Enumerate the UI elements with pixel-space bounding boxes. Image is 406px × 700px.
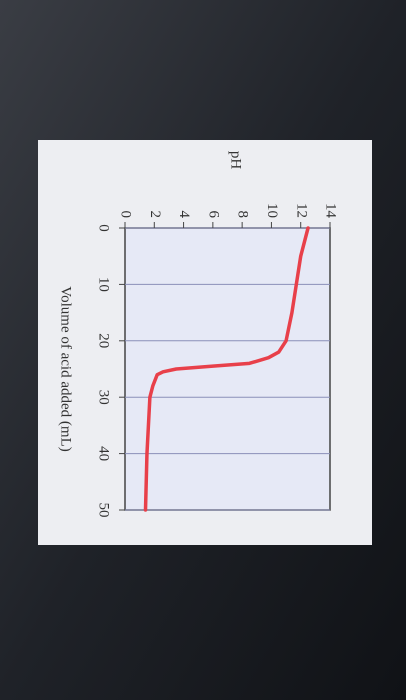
- x-tick-label: 30: [96, 390, 112, 405]
- y-tick-label: 2: [147, 211, 163, 219]
- chart: pH Volume of acid added (mL) 01020304050…: [58, 151, 339, 518]
- y-tick-label: 8: [235, 211, 251, 219]
- x-tick-label: 40: [96, 446, 112, 461]
- x-tick-label: 0: [96, 224, 112, 232]
- x-axis-label: Volume of acid added (mL): [58, 286, 74, 452]
- y-tick-label: 0: [118, 211, 134, 219]
- y-tick-label: 6: [205, 211, 221, 219]
- data-line: [143, 226, 310, 512]
- x-tick-label: 20: [96, 333, 112, 348]
- y-tick-label: 14: [323, 203, 339, 219]
- y-tick-label: 12: [293, 203, 309, 218]
- y-tick-label: 10: [264, 203, 280, 218]
- y-tick-label: 4: [176, 211, 192, 219]
- x-tick-label: 50: [96, 503, 112, 518]
- x-tick-label: 10: [96, 277, 112, 292]
- y-axis-label: pH: [228, 151, 244, 170]
